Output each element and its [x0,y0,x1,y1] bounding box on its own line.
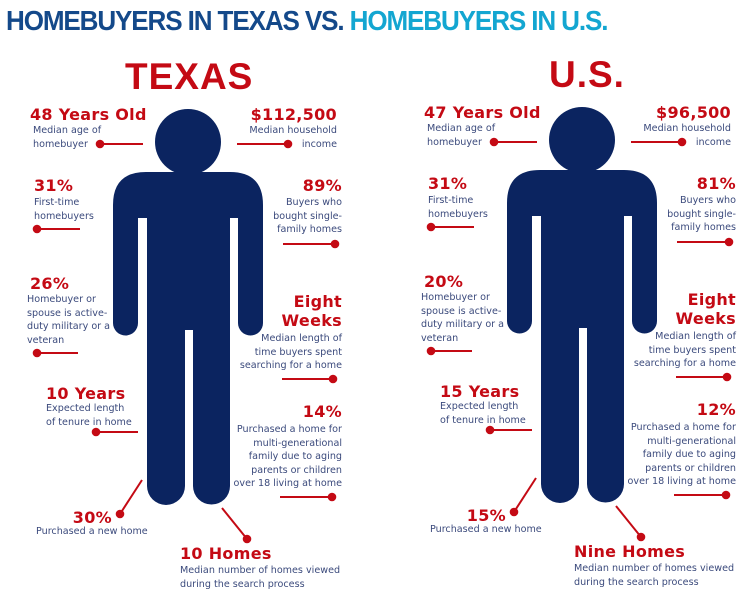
age-label: Median age of homebuyer [427,123,496,148]
connector-single-family [677,237,734,247]
military-value: 20% [424,272,464,291]
texas-panel: TEXAS 48 Years Old Median age of homebuy… [27,56,342,590]
age-value: 47 Years Old [424,103,541,122]
connector-first-time [426,222,474,232]
tenure-value: 15 Years [440,382,520,401]
homes-viewed-value: Nine Homes [574,542,686,561]
multigen-label: Purchased a home for multi-generational … [627,422,736,487]
headline: HOMEBUYERS IN TEXAS VS. HOMEBUYERS IN U.… [6,5,609,37]
search-time-value: Eight Weeks [281,292,342,330]
multigen-label: Purchased a home for multi-generational … [233,424,342,489]
connector-search-time [282,374,338,384]
tenure-label: Expected length of tenure in home [46,403,132,428]
figure-graphic [426,107,734,542]
connector-age [489,137,537,147]
person-head-icon [155,109,221,175]
first-time-label: First-time homebuyers [428,195,488,220]
income-label: Median household income [249,125,337,150]
connector-homes-viewed [221,507,252,544]
search-time-label: Median length of time buyers spent searc… [239,333,342,371]
tenure-label: Expected length of tenure in home [440,401,526,426]
region-title: TEXAS [125,56,254,97]
first-time-value: 31% [428,174,468,193]
military-label: Homebuyer or spouse is active- duty mili… [27,294,111,346]
income-value: $112,500 [250,105,337,124]
connector-first-time [32,224,80,234]
age-value: 48 Years Old [30,105,147,124]
homes-viewed-label: Median number of homes viewed during the… [180,565,341,590]
military-label: Homebuyer or spouse is active- duty mili… [421,292,505,344]
headline-us: HOMEBUYERS IN U.S. [349,5,609,36]
multigen-value: 14% [302,402,342,421]
figure-graphic [32,109,340,544]
search-time-label: Median length of time buyers spent searc… [633,331,736,369]
connector-new-home [509,477,537,517]
first-time-value: 31% [34,176,74,195]
headline-texas: HOMEBUYERS IN TEXAS VS. [6,5,345,36]
single-family-value: 89% [302,176,342,195]
connector-tenure [91,427,138,437]
income-value: $96,500 [656,103,731,122]
connector-multigen [280,492,337,502]
connector-military [426,346,472,356]
military-value: 26% [30,274,70,293]
new-home-label: Purchased a new home [430,524,542,535]
single-family-label: Buyers who bought single- family homes [273,197,342,235]
person-body-icon [507,170,657,503]
single-family-value: 81% [696,174,736,193]
connector-income [631,137,687,147]
multigen-value: 12% [696,400,736,419]
new-home-value: 15% [466,506,506,525]
connector-military [32,348,78,358]
homes-viewed-value: 10 Homes [180,544,272,563]
new-home-value: 30% [72,508,112,527]
connector-search-time [676,372,732,382]
single-family-label: Buyers who bought single- family homes [667,195,736,233]
tenure-value: 10 Years [46,384,126,403]
connector-tenure [485,425,532,435]
us-panel: U.S. 47 Years Old Median age of homebuye… [394,0,754,597]
person-body-icon [113,172,263,505]
connector-age [95,139,143,149]
connector-new-home [115,479,143,519]
connector-homes-viewed [615,505,646,542]
income-label: Median household income [643,123,731,148]
connector-income [237,139,293,149]
homes-viewed-label: Median number of homes viewed during the… [574,563,735,588]
first-time-label: First-time homebuyers [34,197,94,222]
new-home-label: Purchased a new home [36,526,148,537]
region-title: U.S. [549,54,625,95]
age-label: Median age of homebuyer [33,125,102,150]
person-head-icon [549,107,615,173]
connector-single-family [283,239,340,249]
search-time-value: Eight Weeks [675,290,736,328]
connector-multigen [674,490,731,500]
